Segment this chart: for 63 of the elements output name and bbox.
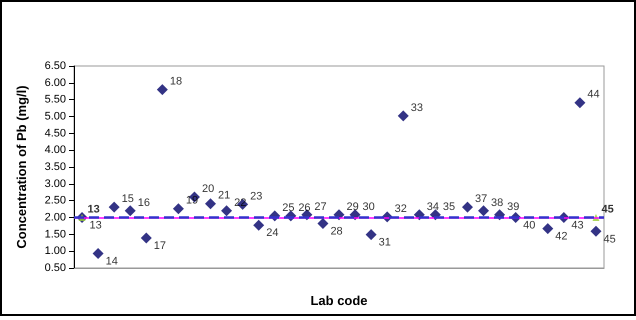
series-label: 26 (298, 202, 311, 214)
y-tick-label: 4.00 (44, 144, 66, 156)
series-label: 44 (587, 88, 600, 101)
series-label: 40 (523, 220, 536, 232)
y-tick-label: 0.50 (44, 262, 66, 274)
y-tick-label: 2.50 (44, 194, 66, 207)
series-label: 18 (170, 76, 182, 88)
point (542, 223, 554, 234)
point (366, 229, 377, 240)
y-tick-label: 6.00 (44, 76, 66, 89)
y-tick-label: 5.50 (44, 94, 66, 106)
point (108, 202, 120, 213)
point (253, 220, 264, 231)
series-label: 38 (491, 196, 504, 209)
series-label: 14 (106, 256, 118, 268)
x-axis-title: Lab code (310, 293, 368, 308)
series-label: 16 (138, 196, 150, 209)
series-label: 42 (555, 230, 568, 243)
point (156, 84, 168, 96)
series-label: 25 (282, 202, 295, 214)
y-tick-label: 5.00 (44, 110, 66, 122)
y-tick-label: 3.00 (44, 178, 66, 190)
y-tick-label: 4.50 (44, 127, 66, 140)
series-label: 23 (250, 190, 262, 202)
series-label: 15 (122, 193, 134, 206)
point (205, 198, 216, 210)
series-label: 17 (154, 240, 166, 252)
y-tick-label: 3.50 (44, 161, 66, 173)
point (172, 203, 184, 214)
series-label: 35 (442, 200, 456, 213)
series-label: 28 (330, 226, 343, 238)
series-label: 37 (474, 193, 488, 206)
point (478, 205, 490, 216)
point (124, 205, 136, 216)
series-label: 29 (346, 200, 359, 213)
point (590, 226, 602, 237)
point (221, 205, 232, 216)
point (462, 202, 473, 213)
series-label: 33 (410, 102, 423, 114)
series-label: 21 (218, 190, 230, 202)
series-label: 45 (603, 233, 616, 246)
series-label: 32 (394, 202, 407, 215)
series-label: 24 (266, 227, 278, 240)
series-label: 13 (90, 220, 102, 232)
point (574, 97, 586, 108)
series-label: 43 (571, 220, 584, 232)
y-tick-label: 1.00 (44, 245, 66, 258)
point (92, 248, 104, 260)
series-label: 20 (202, 182, 214, 195)
series-label: 45 (601, 204, 614, 216)
point (398, 110, 409, 122)
series-label: 34 (426, 200, 440, 213)
y-axis-title: Concentration of Pb (mg/l) (14, 85, 29, 249)
series-label: 30 (362, 200, 375, 213)
series-label: 31 (378, 236, 391, 249)
point (140, 232, 152, 244)
y-tick-label: 2.00 (44, 212, 66, 224)
y-tick-label: 6.50 (44, 60, 66, 72)
point (317, 218, 328, 230)
series-label: 13 (88, 204, 100, 216)
series-label: 27 (314, 200, 327, 213)
series-label: 39 (507, 200, 520, 213)
y-tick-label: 1.50 (44, 228, 66, 240)
